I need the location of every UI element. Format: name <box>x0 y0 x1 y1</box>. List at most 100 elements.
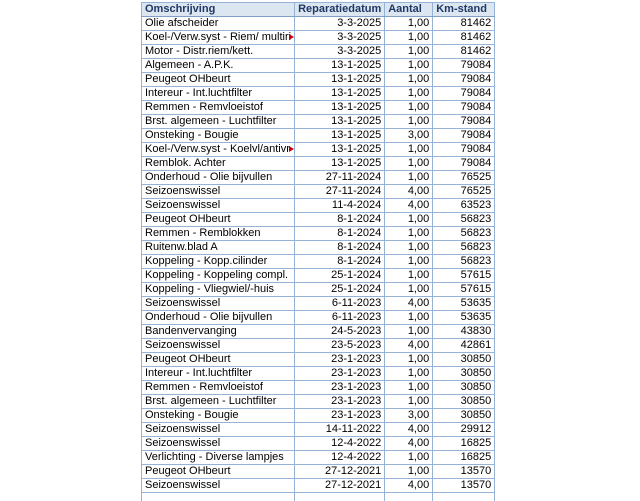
cell-km-stand[interactable]: 79084 <box>433 101 495 115</box>
cell-km-stand[interactable]: 56823 <box>433 255 495 269</box>
cell-reparatiedatum[interactable]: 25-1-2024 <box>295 269 385 283</box>
cell-omschrijving[interactable]: Onderhoud - Olie bijvullen <box>142 311 295 325</box>
cell-omschrijving[interactable]: Brst. algemeen - Luchtfilter <box>142 115 295 129</box>
cell-km-stand[interactable]: 81462 <box>433 45 495 59</box>
cell-km-stand[interactable]: 30850 <box>433 353 495 367</box>
cell-aantal[interactable]: 1,00 <box>385 255 433 269</box>
cell-reparatiedatum[interactable]: 13-1-2025 <box>295 59 385 73</box>
cell-omschrijving[interactable]: Remblok. Achter <box>142 157 295 171</box>
cell-aantal[interactable]: 1,00 <box>385 227 433 241</box>
cell-reparatiedatum[interactable]: 13-1-2025 <box>295 157 385 171</box>
cell-reparatiedatum[interactable]: 13-1-2025 <box>295 73 385 87</box>
cell-reparatiedatum[interactable]: 23-1-2023 <box>295 381 385 395</box>
cell-omschrijving[interactable]: Olie afscheider <box>142 17 295 31</box>
cell-km-stand[interactable]: 79084 <box>433 59 495 73</box>
cell-omschrijving[interactable]: Remmen - Remvloeistof <box>142 381 295 395</box>
cell-omschrijving[interactable]: Ruitenw.blad A <box>142 241 295 255</box>
cell-reparatiedatum[interactable]: 23-5-2023 <box>295 339 385 353</box>
cell-km-stand[interactable]: 13570 <box>433 465 495 479</box>
cell-reparatiedatum[interactable]: 23-1-2023 <box>295 353 385 367</box>
cell-reparatiedatum[interactable]: 6-11-2023 <box>295 311 385 325</box>
cell-aantal[interactable]: 1,00 <box>385 353 433 367</box>
cell-reparatiedatum[interactable]: 23-1-2023 <box>295 409 385 423</box>
cell-aantal[interactable]: 4,00 <box>385 437 433 451</box>
cell-omschrijving[interactable]: Bandenvervanging <box>142 325 295 339</box>
cell-aantal[interactable]: 4,00 <box>385 339 433 353</box>
cell-aantal[interactable]: 3,00 <box>385 409 433 423</box>
cell-reparatiedatum[interactable]: 23-1-2023 <box>295 367 385 381</box>
column-header-aantal[interactable]: Aantal <box>385 3 433 17</box>
cell-reparatiedatum[interactable] <box>295 493 385 501</box>
cell-reparatiedatum[interactable]: 12-4-2022 <box>295 451 385 465</box>
column-header-omschrijving[interactable]: Omschrijving <box>142 3 295 17</box>
cell-reparatiedatum[interactable]: 8-1-2024 <box>295 241 385 255</box>
cell-aantal[interactable]: 1,00 <box>385 31 433 45</box>
cell-reparatiedatum[interactable]: 8-1-2024 <box>295 213 385 227</box>
cell-aantal[interactable]: 1,00 <box>385 381 433 395</box>
cell-aantal[interactable]: 1,00 <box>385 395 433 409</box>
cell-omschrijving[interactable]: Brst. algemeen - Luchtfilter <box>142 395 295 409</box>
cell-reparatiedatum[interactable]: 13-1-2025 <box>295 87 385 101</box>
cell-km-stand[interactable]: 13570 <box>433 479 495 493</box>
cell-omschrijving[interactable]: Verlichting - Diverse lampjes <box>142 451 295 465</box>
cell-omschrijving[interactable]: Algemeen - A.P.K. <box>142 59 295 73</box>
cell-km-stand[interactable]: 79084 <box>433 143 495 157</box>
cell-km-stand[interactable]: 56823 <box>433 241 495 255</box>
cell-reparatiedatum[interactable]: 27-11-2024 <box>295 185 385 199</box>
cell-omschrijving[interactable]: Intereur - Int.luchtfilter <box>142 87 295 101</box>
cell-aantal[interactable]: 1,00 <box>385 241 433 255</box>
cell-km-stand[interactable]: 79084 <box>433 157 495 171</box>
cell-aantal[interactable]: 1,00 <box>385 73 433 87</box>
cell-omschrijving[interactable]: Seizoenswissel <box>142 199 295 213</box>
cell-km-stand[interactable]: 81462 <box>433 17 495 31</box>
cell-km-stand[interactable]: 56823 <box>433 227 495 241</box>
cell-km-stand[interactable]: 79084 <box>433 73 495 87</box>
cell-aantal[interactable]: 4,00 <box>385 185 433 199</box>
cell-aantal[interactable] <box>385 493 433 501</box>
cell-aantal[interactable]: 4,00 <box>385 297 433 311</box>
cell-km-stand[interactable]: 79084 <box>433 87 495 101</box>
cell-aantal[interactable]: 1,00 <box>385 213 433 227</box>
cell-omschrijving[interactable]: Remmen - Remvloeistof <box>142 101 295 115</box>
cell-reparatiedatum[interactable]: 8-1-2024 <box>295 227 385 241</box>
cell-aantal[interactable]: 1,00 <box>385 367 433 381</box>
cell-reparatiedatum[interactable]: 13-1-2025 <box>295 129 385 143</box>
cell-omschrijving[interactable]: Koppeling - Vliegwiel/-huis <box>142 283 295 297</box>
cell-omschrijving[interactable]: Onderhoud - Olie bijvullen <box>142 171 295 185</box>
cell-omschrijving[interactable]: Koppeling - Kopp.cilinder <box>142 255 295 269</box>
cell-reparatiedatum[interactable]: 8-1-2024 <box>295 255 385 269</box>
cell-km-stand[interactable]: 42861 <box>433 339 495 353</box>
cell-km-stand[interactable]: 79084 <box>433 129 495 143</box>
cell-omschrijving[interactable]: Seizoenswissel <box>142 423 295 437</box>
cell-omschrijving[interactable]: Remmen - Remblokken <box>142 227 295 241</box>
cell-km-stand[interactable]: 81462 <box>433 31 495 45</box>
cell-aantal[interactable]: 1,00 <box>385 87 433 101</box>
cell-omschrijving[interactable]: Peugeot OHbeurt <box>142 73 295 87</box>
cell-aantal[interactable]: 1,00 <box>385 465 433 479</box>
cell-omschrijving[interactable]: Seizoenswissel <box>142 437 295 451</box>
cell-reparatiedatum[interactable]: 12-4-2022 <box>295 437 385 451</box>
cell-km-stand[interactable]: 53635 <box>433 297 495 311</box>
cell-reparatiedatum[interactable]: 3-3-2025 <box>295 17 385 31</box>
cell-aantal[interactable]: 1,00 <box>385 283 433 297</box>
cell-aantal[interactable]: 4,00 <box>385 479 433 493</box>
cell-aantal[interactable]: 1,00 <box>385 17 433 31</box>
cell-reparatiedatum[interactable]: 13-1-2025 <box>295 143 385 157</box>
cell-km-stand[interactable]: 76525 <box>433 185 495 199</box>
cell-omschrijving[interactable] <box>142 493 295 501</box>
cell-reparatiedatum[interactable]: 25-1-2024 <box>295 283 385 297</box>
cell-km-stand[interactable]: 30850 <box>433 395 495 409</box>
cell-km-stand[interactable]: 16825 <box>433 437 495 451</box>
cell-reparatiedatum[interactable]: 23-1-2023 <box>295 395 385 409</box>
cell-aantal[interactable]: 4,00 <box>385 199 433 213</box>
column-header-reparatiedatum[interactable]: Reparatiedatum <box>295 3 385 17</box>
cell-omschrijving[interactable]: Intereur - Int.luchtfilter <box>142 367 295 381</box>
cell-aantal[interactable]: 1,00 <box>385 157 433 171</box>
cell-omschrijving[interactable]: Onsteking - Bougie <box>142 409 295 423</box>
cell-km-stand[interactable]: 57615 <box>433 269 495 283</box>
cell-omschrijving[interactable]: Seizoenswissel <box>142 185 295 199</box>
cell-km-stand[interactable]: 53635 <box>433 311 495 325</box>
cell-km-stand[interactable] <box>433 493 495 501</box>
cell-omschrijving[interactable]: Koel-/Verw.syst - Koelvl/antivr <box>142 143 295 157</box>
cell-omschrijving[interactable]: Seizoenswissel <box>142 339 295 353</box>
